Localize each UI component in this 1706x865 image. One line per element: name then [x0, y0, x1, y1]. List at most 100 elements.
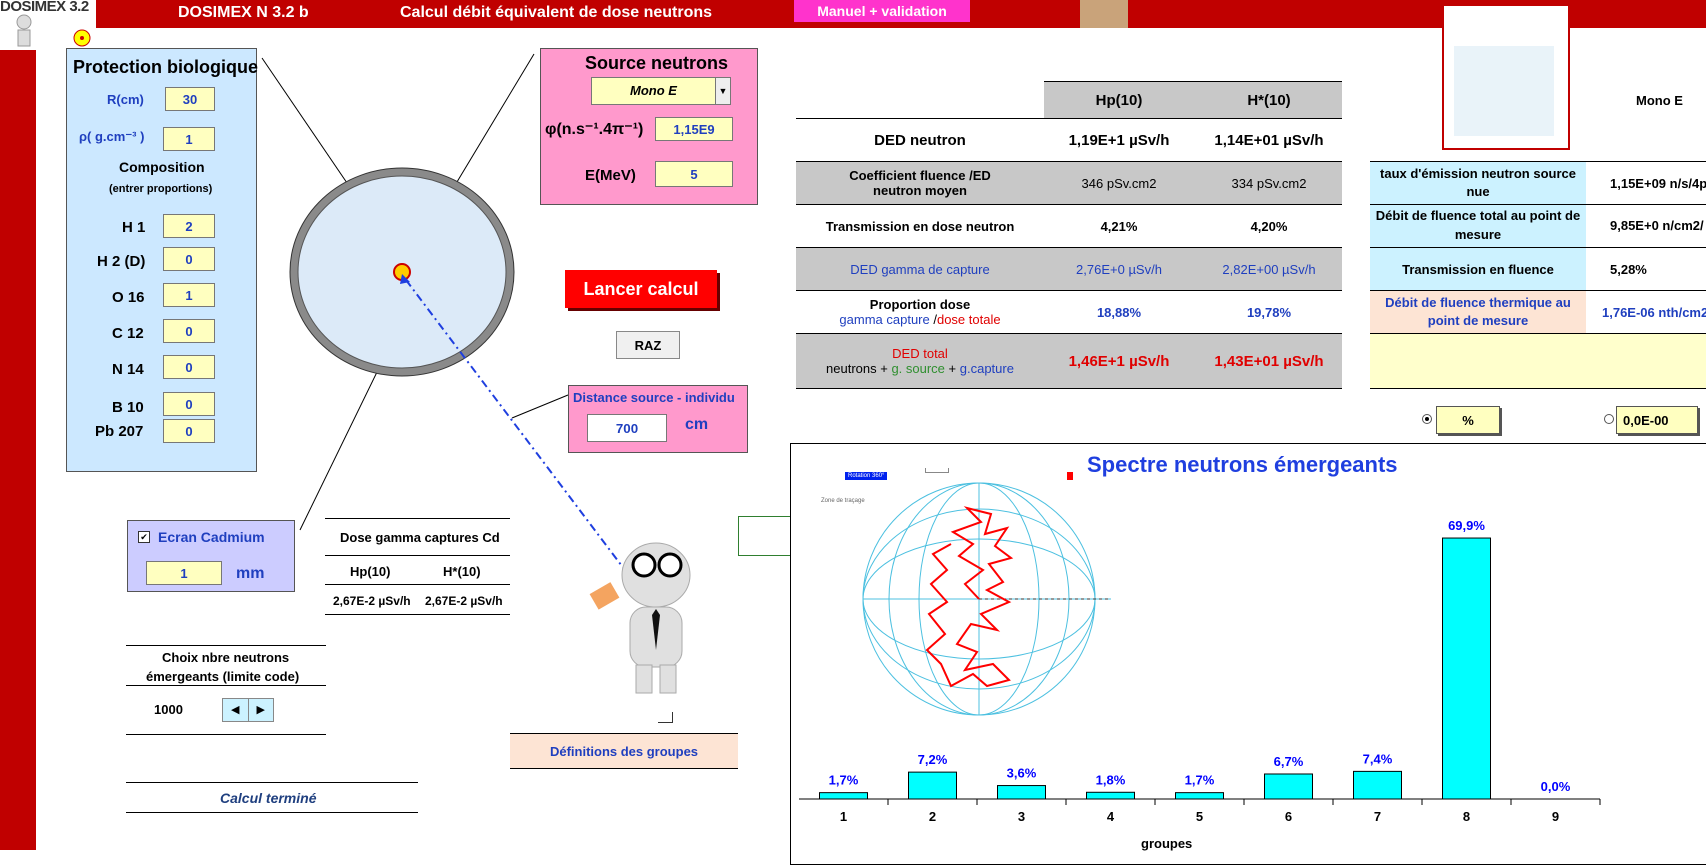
row-proportion-hp: 18,88%	[1096, 304, 1142, 320]
manual-thumbnail[interactable]	[1442, 4, 1570, 150]
chevron-down-icon[interactable]: ▼	[715, 78, 730, 104]
element-label: H 2 (D)	[97, 253, 146, 270]
radius-input[interactable]	[165, 87, 215, 111]
x-tick-label: 3	[1018, 809, 1025, 824]
bar-plot: 1,7% 1 7,2% 2 3,6% 3 1,8% 4 1,7% 5 6,7% 6 7,4% 7 69,9%…	[799, 518, 1601, 824]
x-tick-label: 1	[840, 809, 847, 824]
right-row-transmission-label: Transmission en fluence	[1370, 248, 1586, 290]
distance-input[interactable]	[587, 414, 667, 442]
chart-marker	[1067, 472, 1073, 480]
flux-label: φ(n.s⁻¹.4π⁻¹)	[545, 121, 644, 138]
app-subtitle: Calcul débit équivalent de dose neutrons	[400, 4, 713, 21]
element-label: B 10	[112, 399, 144, 416]
neutron-count-spinner[interactable]: ◀ ▶	[222, 698, 274, 722]
cadmium-label: Ecran Cadmium	[158, 529, 265, 545]
row-coeff-hstar: 334 pSv.cm2	[1231, 175, 1307, 191]
flux-input[interactable]	[655, 117, 733, 141]
x-tick-label: 6	[1285, 809, 1292, 824]
protection-title: Protection biologique	[73, 57, 258, 77]
distance-label: Distance source - individu	[573, 390, 735, 405]
element-h1-input[interactable]	[163, 214, 215, 238]
element-o16-input[interactable]	[163, 283, 215, 307]
element-n14-input[interactable]	[163, 355, 215, 379]
definitions-button[interactable]: Définitions des groupes	[510, 733, 738, 769]
x-tick-label: 7	[1374, 809, 1381, 824]
globe-handle	[925, 468, 949, 473]
zone-label: Zone de traçage	[821, 498, 865, 504]
cadmium-thickness-input[interactable]	[146, 561, 222, 585]
option-percent-radio[interactable]	[1422, 414, 1432, 424]
x-tick-label: 9	[1552, 809, 1559, 824]
right-row-empty	[1370, 334, 1706, 388]
density-input[interactable]	[163, 127, 215, 151]
bar-value-label: 6,7%	[1274, 754, 1304, 769]
bar-group-3	[997, 785, 1046, 800]
neutron-path-globe	[862, 482, 1111, 716]
source-mode-label: Mono E	[1636, 93, 1683, 108]
energy-input[interactable]	[655, 161, 733, 187]
bar-value-label: 7,4%	[1363, 751, 1393, 766]
row-coeff-hp: 346 pSv.cm2	[1081, 175, 1157, 191]
source-type-select[interactable]: Mono E ▼	[591, 77, 731, 105]
row-ded-total-label-1: DED total	[892, 346, 948, 361]
character-illustration	[589, 542, 691, 694]
status-text: Calcul terminé	[220, 790, 317, 806]
cadmium-checkbox[interactable]: ✔	[138, 531, 150, 543]
bar-group-1	[819, 792, 868, 800]
bar-value-label: 1,8%	[1096, 772, 1126, 787]
element-b10-input[interactable]	[163, 392, 215, 416]
cadmium-unit: mm	[236, 565, 265, 582]
run-calculation-button[interactable]: Lancer calcul	[565, 270, 717, 308]
option-absolute-button[interactable]: 0,0E-00	[1616, 406, 1698, 434]
row-ded-total-neutrons: neutrons +	[826, 361, 892, 376]
element-c12-input[interactable]	[163, 319, 215, 343]
reset-button[interactable]: RAZ	[616, 331, 680, 359]
density-label: ρ( g.cm⁻³ )	[79, 129, 145, 144]
row-transmission-hp: 4,21%	[1100, 218, 1138, 234]
x-axis-label: groupes	[1141, 836, 1193, 851]
distance-panel: Distance source - individu cm	[568, 385, 748, 453]
mascot-icon	[16, 14, 32, 47]
x-tick-label: 5	[1196, 809, 1203, 824]
row-coeff-label: Coefficient fluence /ED neutron moyen	[796, 162, 1044, 204]
row-ded-neutron-hp: 1,19E+1 µSv/h	[1068, 131, 1170, 149]
element-h2-input[interactable]	[163, 247, 215, 271]
row-gamma-capture-label: DED gamma de capture	[850, 261, 990, 277]
distance-unit: cm	[685, 416, 709, 433]
row-ded-neutron-label: DED neutron	[874, 131, 966, 149]
row-ded-total-gcapture: g.capture	[959, 361, 1014, 376]
composition-label: Composition	[119, 159, 205, 175]
rotation-button[interactable]: Rotation 360°	[845, 472, 888, 480]
radiation-icon	[73, 29, 91, 47]
spectrum-chart: Spectre neutrons émergeants Rotation 360…	[790, 443, 1706, 865]
row-gamma-capture-hp: 2,76E+0 µSv/h	[1076, 261, 1162, 277]
corner-marker	[658, 712, 673, 723]
chart-title: Spectre neutrons émergeants	[1087, 452, 1398, 477]
element-label: Pb 207	[95, 423, 144, 440]
row-gamma-capture-hstar: 2,82E+00 µSv/h	[1222, 261, 1316, 277]
right-row-fluence-label: Débit de fluence total au point de mesur…	[1370, 204, 1586, 247]
decrease-icon[interactable]: ◀	[231, 704, 240, 716]
element-label: H 1	[122, 219, 146, 236]
element-label: C 12	[112, 325, 144, 342]
row-proportion-gamma: gamma capture	[839, 312, 930, 327]
composition-hint: (entrer proportions)	[109, 183, 213, 195]
element-pb207-input[interactable]	[163, 419, 215, 443]
row-ded-total-gsource: g. source	[891, 361, 945, 376]
row-ded-neutron-hstar: 1,14E+01 µSv/h	[1214, 131, 1324, 149]
radius-label: R(cm)	[107, 92, 144, 107]
row-coeff-label-2: neutron moyen	[873, 183, 967, 198]
right-row-emission-label: taux d'émission neutron source nue	[1370, 162, 1586, 204]
increase-icon[interactable]: ▶	[247, 699, 274, 721]
element-label: O 16	[112, 289, 145, 306]
option-absolute-radio[interactable]	[1604, 414, 1614, 424]
manual-button[interactable]: Manuel + validation	[794, 0, 970, 22]
bar-value-label: 69,9%	[1448, 518, 1485, 533]
option-percent-button[interactable]: %	[1436, 406, 1500, 434]
row-proportion-sep: /	[929, 312, 937, 327]
bar-group-8	[1442, 537, 1491, 800]
right-row-thermal-value: 1,76E-06 nth/cm2	[1602, 304, 1706, 320]
row-proportion-label: Proportion dose gamma capture /dose tota…	[796, 291, 1044, 333]
neutron-count-label-2: émergeants (limite code)	[146, 669, 300, 684]
